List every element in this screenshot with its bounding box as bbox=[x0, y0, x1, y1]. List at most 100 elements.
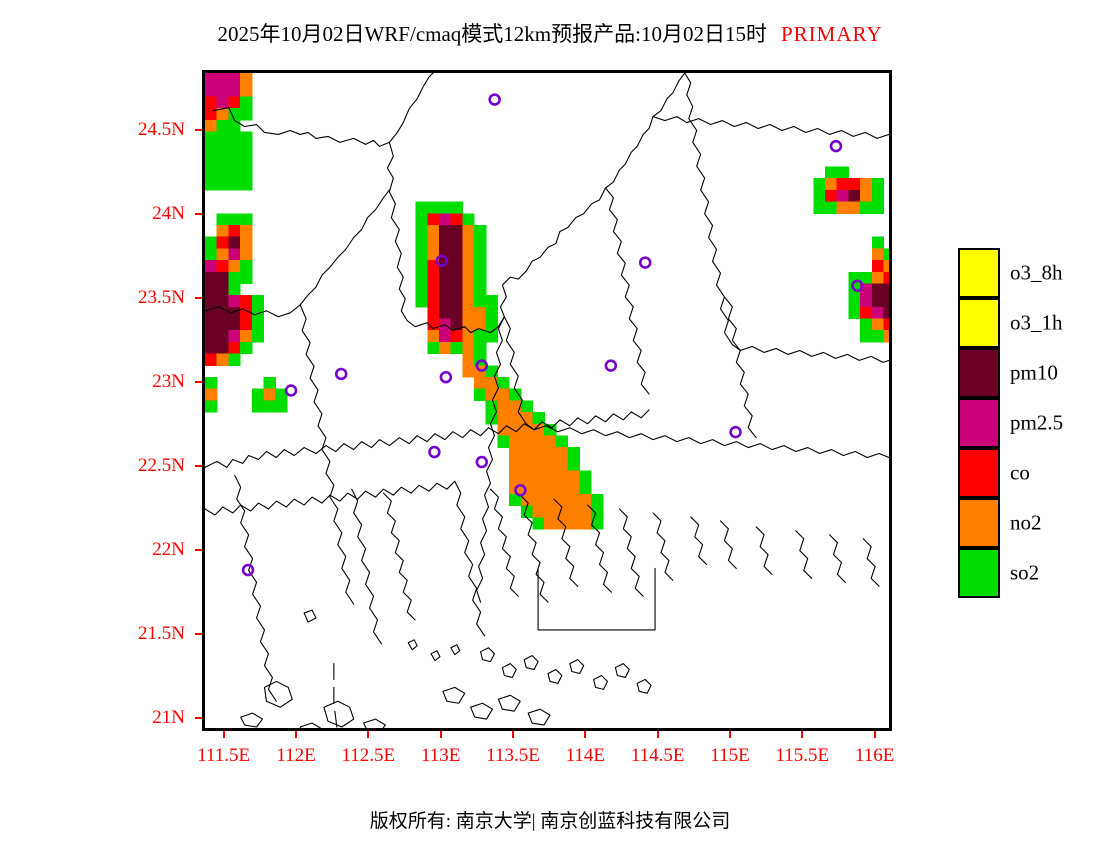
station-marker bbox=[514, 484, 527, 497]
grid-cell bbox=[228, 330, 241, 343]
grid-cell bbox=[520, 493, 534, 507]
x-axis-tick-label: 112.5E bbox=[341, 745, 396, 766]
y-axis-tick bbox=[195, 548, 202, 551]
grid-cell bbox=[216, 96, 229, 109]
grid-cell bbox=[205, 143, 218, 156]
grid-cell bbox=[462, 330, 475, 343]
grid-cell bbox=[520, 435, 534, 448]
grid-cell bbox=[813, 178, 826, 191]
grid-cell bbox=[871, 283, 885, 296]
grid-cell bbox=[860, 306, 873, 320]
grid-cell bbox=[824, 189, 838, 203]
y-axis-tick bbox=[195, 213, 202, 216]
legend-item-so2[interactable]: so2 bbox=[958, 548, 1098, 598]
grid-cell bbox=[205, 96, 218, 109]
grid-cell bbox=[474, 330, 487, 343]
grid-cell bbox=[415, 248, 428, 261]
grid-cell bbox=[427, 295, 440, 308]
grid-cell bbox=[216, 166, 229, 179]
grid-cell bbox=[532, 482, 545, 495]
grid-cell bbox=[474, 377, 487, 390]
grid-cell bbox=[871, 189, 885, 203]
legend-color-swatch bbox=[958, 348, 1000, 398]
grid-cell bbox=[438, 330, 452, 343]
grid-cell bbox=[567, 493, 580, 507]
grid-cell bbox=[427, 283, 440, 296]
grid-cell bbox=[438, 295, 452, 308]
legend-item-o3-1h[interactable]: o3_1h bbox=[958, 298, 1098, 348]
grid-cell bbox=[228, 283, 241, 296]
grid-cell bbox=[450, 201, 463, 214]
grid-cell bbox=[474, 306, 487, 320]
grid-cell bbox=[275, 400, 288, 413]
legend-item-co[interactable]: co bbox=[958, 448, 1098, 498]
grid-cell bbox=[438, 236, 452, 249]
grid-cell bbox=[450, 295, 463, 308]
station-marker bbox=[488, 93, 501, 106]
x-axis-tick-label: 112E bbox=[276, 745, 316, 766]
grid-cell bbox=[462, 248, 475, 261]
grid-cell bbox=[485, 318, 499, 331]
grid-cell bbox=[824, 166, 838, 179]
y-axis-tick-label: 24N bbox=[152, 203, 185, 225]
grid-cell bbox=[205, 236, 218, 249]
map-canvas bbox=[205, 73, 889, 728]
grid-cell bbox=[228, 84, 241, 97]
grid-cell bbox=[228, 271, 241, 285]
y-axis-tick bbox=[195, 632, 202, 635]
grid-cell bbox=[240, 84, 253, 97]
grid-cell bbox=[216, 283, 229, 296]
grid-cell bbox=[532, 470, 545, 483]
x-axis-tick-label: 114.5E bbox=[630, 745, 685, 766]
legend-item-no2[interactable]: no2 bbox=[958, 498, 1098, 548]
grid-cell bbox=[485, 377, 499, 390]
x-axis-tick bbox=[801, 731, 804, 738]
grid-cell bbox=[860, 318, 873, 331]
grid-cell bbox=[883, 306, 889, 320]
grid-cell bbox=[415, 201, 428, 214]
grid-cell bbox=[216, 330, 229, 343]
legend-item-pm10[interactable]: pm10 bbox=[958, 348, 1098, 398]
grid-cell bbox=[275, 388, 288, 401]
grid-cell bbox=[813, 201, 826, 214]
grid-cell bbox=[485, 388, 499, 401]
legend-label: o3_1h bbox=[1010, 310, 1063, 335]
grid-cell bbox=[216, 108, 229, 121]
legend-label: so2 bbox=[1010, 560, 1040, 585]
grid-cell bbox=[544, 517, 557, 530]
legend-item-o3-8h[interactable]: o3_8h bbox=[958, 248, 1098, 298]
grid-cell bbox=[474, 318, 487, 331]
grid-cell bbox=[860, 201, 873, 214]
legend: o3_8h o3_1h pm10 pm2.5 co no2 so2 bbox=[958, 248, 1098, 598]
legend-item-pm2-5[interactable]: pm2.5 bbox=[958, 398, 1098, 448]
copyright-footer: 版权所有: 南京大学| 南京创蓝科技有限公司 bbox=[369, 811, 731, 832]
grid-cell bbox=[462, 225, 475, 238]
x-axis-tick bbox=[584, 731, 587, 738]
grid-cell bbox=[485, 330, 499, 343]
grid-cell bbox=[462, 213, 475, 226]
grid-cell bbox=[509, 493, 522, 507]
grid-cell bbox=[474, 283, 487, 296]
grid-cell bbox=[555, 435, 569, 448]
y-axis-tick-label: 22N bbox=[152, 538, 185, 560]
grid-cell bbox=[883, 271, 889, 285]
x-axis-tick-label: 116E bbox=[854, 745, 895, 766]
grid-cell bbox=[205, 154, 218, 168]
grid-cell bbox=[240, 341, 253, 355]
grid-cell bbox=[509, 470, 522, 483]
grid-cell bbox=[251, 318, 265, 331]
grid-cell bbox=[462, 271, 475, 285]
y-axis-tick-label: 24.5N bbox=[138, 119, 185, 141]
x-axis-tick-label: 115E bbox=[710, 745, 750, 766]
grid-cell bbox=[509, 388, 522, 401]
grid-cell bbox=[497, 400, 510, 413]
grid-cell bbox=[883, 248, 889, 261]
station-marker bbox=[475, 455, 489, 469]
x-axis-tick bbox=[512, 731, 514, 738]
grid-cell bbox=[240, 131, 253, 144]
grid-cell bbox=[474, 388, 487, 401]
x-axis-tick bbox=[439, 731, 442, 738]
grid-cell bbox=[532, 493, 545, 507]
grid-cell bbox=[427, 225, 440, 238]
grid-cell bbox=[263, 377, 276, 390]
